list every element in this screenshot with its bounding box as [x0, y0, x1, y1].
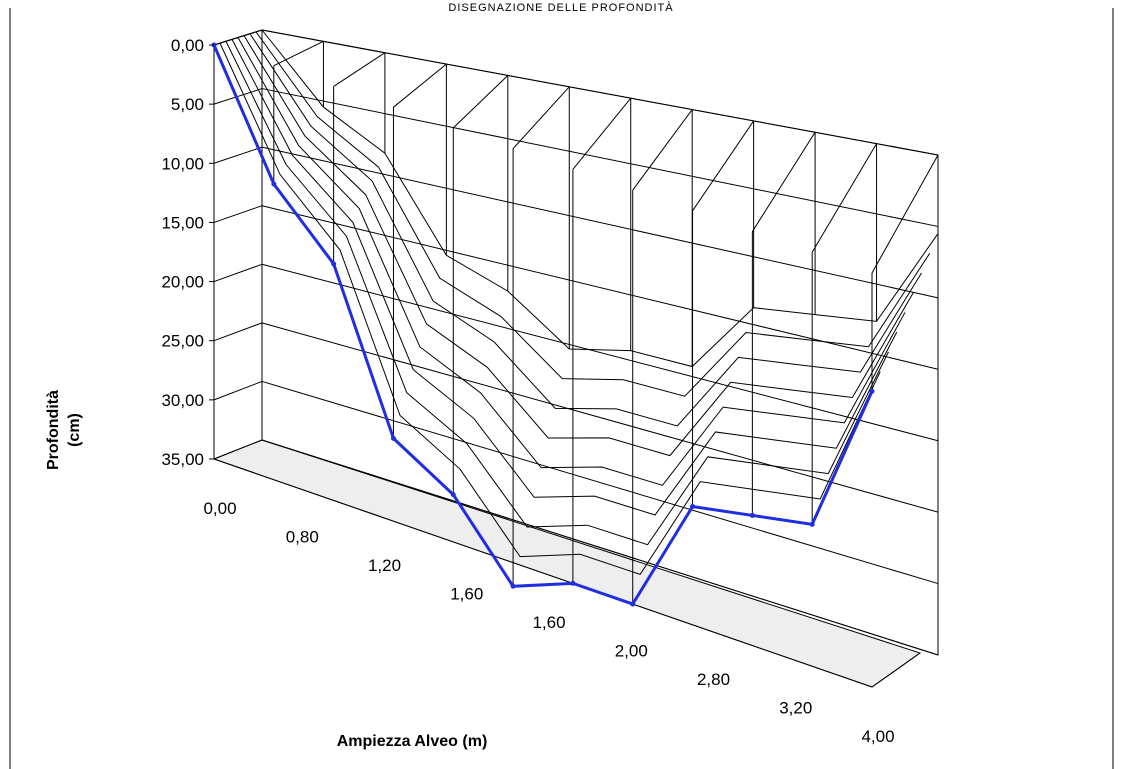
side-gridline	[213, 322, 263, 342]
x-tick-label: 2,00	[615, 642, 648, 661]
side-gridline	[213, 439, 263, 460]
x-axis-ticks: 0,00 0,80 1,20 1,60 1,60 2,00 2,80 3,20 4,00	[203, 499, 894, 746]
y-tick-label: 0,00	[171, 36, 204, 55]
wireframe-slice	[219, 42, 881, 575]
y-tick-label: 5,00	[171, 95, 204, 114]
back-gridline	[261, 29, 939, 156]
back-gridline	[261, 146, 939, 299]
wireframe-rib	[751, 132, 816, 232]
wireframe-slice	[249, 33, 922, 427]
y-axis-ticks: 0,00 5,00 10,00 15,00 20,00 25,00 30,00 35,00	[161, 36, 214, 469]
profile-point	[869, 388, 875, 394]
wireframe-rib	[632, 109, 693, 191]
wireframe-rib	[692, 120, 755, 212]
wireframe-slice	[243, 35, 914, 457]
back-gridline	[261, 263, 939, 442]
profile-point	[331, 261, 337, 267]
x-tick-label: 1,60	[532, 613, 565, 632]
wireframe-rib	[512, 86, 570, 149]
side-gridline	[213, 380, 263, 401]
profile-series	[211, 42, 875, 607]
wireframe-slice	[237, 37, 906, 486]
x-tick-label: 1,20	[368, 556, 401, 575]
y-axis-title-line-1: Profondità	[45, 390, 62, 470]
y-tick-label: 10,00	[161, 154, 204, 173]
profile-point	[749, 512, 755, 518]
wireframe-rib	[333, 52, 386, 87]
profile-point	[690, 504, 696, 510]
profile-point	[570, 580, 576, 586]
wireframe-rib	[393, 63, 447, 108]
front-right-edge	[871, 652, 921, 688]
x-axis-line	[213, 458, 873, 688]
side-gridline	[213, 146, 263, 164]
profile-point	[510, 583, 516, 589]
back-wall-gridlines	[261, 29, 939, 656]
back-gridline	[261, 205, 939, 370]
profile-point	[271, 181, 277, 187]
back-gridline	[261, 439, 939, 656]
y-axis-title: Profondità (cm)	[45, 390, 83, 470]
back-gridline	[261, 380, 939, 585]
wireframe-rib	[871, 154, 939, 274]
y-tick-label: 30,00	[161, 391, 204, 410]
wireframe-rib	[213, 29, 263, 46]
y-tick-label: 15,00	[161, 213, 204, 232]
wireframe-slice	[261, 29, 939, 368]
wireframe-rib	[273, 40, 324, 67]
profile-line	[212, 44, 874, 606]
y-axis-title-line-2: (cm)	[66, 413, 83, 447]
y-tick-label: 35,00	[161, 450, 204, 469]
wireframe-rib	[811, 143, 877, 253]
profile-point	[630, 601, 636, 607]
back-gridline	[261, 88, 939, 227]
y-tick-label: 25,00	[161, 332, 204, 351]
wireframe-slice	[231, 39, 898, 516]
side-gridline	[213, 88, 263, 105]
side-gridline	[213, 205, 263, 223]
x-tick-label: 2,80	[697, 670, 730, 689]
y-tick-label: 20,00	[161, 273, 204, 292]
profile-point	[390, 435, 396, 441]
side-gridline	[213, 263, 263, 283]
x-tick-label: 0,00	[203, 499, 236, 518]
chart-title: DISEGNAZIONE DELLE PROFONDITÀ	[448, 1, 673, 14]
x-tick-label: 3,20	[779, 699, 812, 718]
x-tick-label: 0,80	[286, 528, 319, 547]
wireframe-slice	[255, 31, 931, 397]
x-axis-title: Ampiezza Alveo (m)	[337, 733, 488, 750]
depth-wireframe	[213, 29, 939, 605]
x-tick-label: 1,60	[450, 585, 483, 604]
back-gridline	[261, 322, 939, 513]
x-tick-label: 4,00	[861, 727, 894, 746]
wireframe-rib	[572, 97, 632, 170]
wireframe-rib	[452, 75, 509, 129]
wireframe-slice	[225, 41, 889, 546]
left-wall-gridlines	[213, 29, 263, 460]
profile-point	[809, 521, 815, 527]
profile-point	[450, 492, 456, 498]
